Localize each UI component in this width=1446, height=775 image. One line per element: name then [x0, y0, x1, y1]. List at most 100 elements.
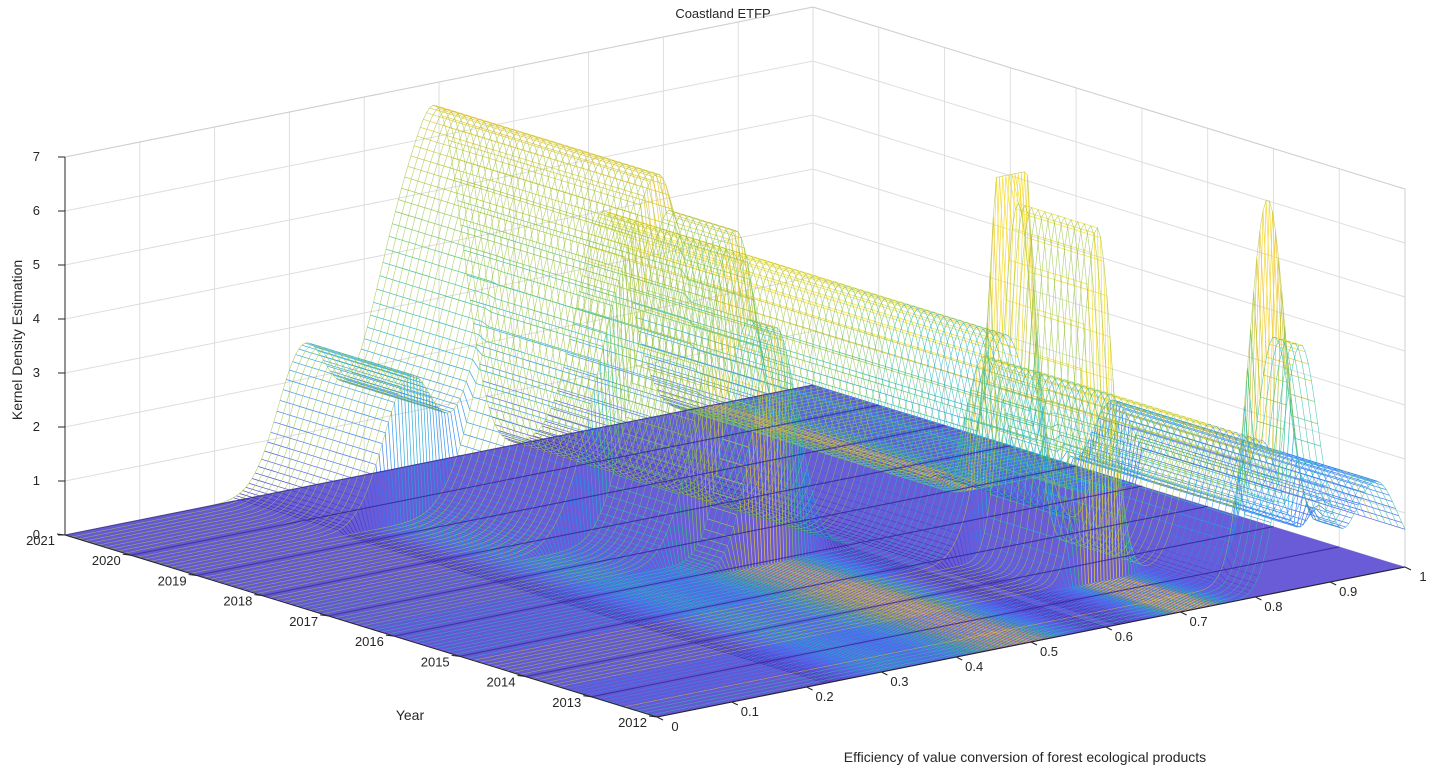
surface-year-curve	[170, 137, 919, 568]
surface-year-curve	[380, 307, 1129, 633]
surface-year-curve	[229, 155, 978, 586]
surface-year-curve	[91, 113, 840, 544]
surface-year-curve	[624, 200, 1373, 708]
surface-year-curve	[406, 315, 1156, 641]
x-tick-mark	[1255, 596, 1262, 601]
surface-year-curve	[505, 210, 1254, 671]
x-tick-label: 0.6	[1115, 629, 1133, 644]
x-tick-label: 0.9	[1339, 584, 1357, 599]
year-band	[328, 465, 1077, 617]
surface-year-curve	[446, 327, 1195, 653]
year-band	[591, 546, 1340, 698]
x-tick-label: 0.1	[741, 704, 759, 719]
year-tick-label: 2013	[552, 695, 581, 710]
surface-year-curve	[413, 317, 1162, 643]
surface-year-curve	[400, 313, 1149, 639]
surface-year-curve	[453, 329, 1202, 655]
surface-year-curve	[630, 336, 1379, 710]
x-axis-label: Efficiency of value conversion of forest…	[844, 749, 1206, 765]
surface-year-curve	[295, 209, 1044, 607]
surface-year-curve	[97, 115, 846, 546]
x-tick-label: 0.7	[1190, 614, 1208, 629]
surface-year-curve	[242, 159, 991, 590]
z-tick-label: 1	[33, 473, 40, 488]
year-band	[196, 424, 945, 576]
surface-year-curve	[485, 204, 1235, 665]
grid-line-z	[64, 114, 1406, 298]
surface-year-curve	[492, 206, 1241, 667]
year-band	[525, 526, 1274, 678]
ticks-layer: 00.10.20.30.40.50.60.70.80.9120122013201…	[26, 149, 1427, 734]
grid-line-z	[64, 276, 1406, 460]
x-axis-line	[656, 566, 1406, 718]
year-axis-line	[64, 534, 658, 718]
surface-year-curve	[387, 309, 1136, 635]
year-tick-label: 2018	[223, 594, 252, 609]
surface-year-curve	[466, 333, 1215, 659]
surface-year-curve	[347, 225, 1096, 623]
surface-year-curve	[472, 171, 1222, 661]
x-tick-label: 0.3	[890, 674, 908, 689]
year-tick-label: 2012	[618, 715, 647, 730]
surface-year-curve	[643, 340, 1393, 714]
surface-year-curve	[117, 121, 866, 552]
surface-year-curve	[301, 211, 1050, 609]
year-tick-label: 2021	[26, 533, 55, 548]
surface-year-curve	[584, 430, 1333, 696]
surface-year-curve	[282, 171, 1031, 602]
year-tick-label: 2016	[355, 634, 384, 649]
surface-year-curve	[104, 117, 853, 548]
surface-year-curve	[341, 223, 1090, 621]
x-tick-mark	[1404, 566, 1412, 571]
surface-year-curve	[499, 208, 1248, 669]
surface-year-curve	[558, 227, 1307, 687]
year-band	[262, 445, 1011, 597]
surface-layer	[64, 105, 1406, 718]
year-tick-label: 2017	[289, 614, 318, 629]
surface-year-curve	[216, 151, 965, 582]
surface-year-curve	[163, 135, 912, 566]
year-band	[130, 404, 879, 556]
surface-year-curve	[531, 219, 1281, 679]
surface-year-curve	[604, 436, 1353, 702]
surface-year-curve	[157, 133, 906, 564]
surface-year-curve	[78, 109, 827, 540]
year-tick-label: 2015	[421, 654, 450, 669]
year-band	[64, 384, 814, 536]
surface-year-curve	[275, 169, 1024, 600]
x-tick-label: 1	[1419, 569, 1426, 584]
x-tick-mark	[881, 671, 888, 676]
y-axis-label: Year	[396, 707, 425, 723]
surface-year-curve	[71, 107, 820, 538]
surface-year-curve	[617, 440, 1366, 706]
surface-year-curve	[314, 215, 1064, 613]
x-tick-label: 0.5	[1040, 644, 1058, 659]
surface-year-curve	[367, 303, 1116, 629]
x-tick-mark	[1329, 581, 1337, 586]
grid-line-z	[64, 60, 1406, 244]
z-axis-label: Kernel Density Estimation	[9, 260, 25, 420]
z-tick-label: 3	[33, 365, 40, 380]
surface-year-curve	[249, 161, 998, 592]
x-tick-label: 0.8	[1264, 599, 1282, 614]
surface-year-curve	[433, 323, 1182, 649]
surface-year-curve	[176, 139, 925, 570]
surface-year-curve	[610, 438, 1360, 704]
year-tick-label: 2020	[92, 553, 121, 568]
x-tick-mark	[656, 716, 664, 721]
surface-year-curve	[518, 214, 1268, 675]
surface-year-curve	[222, 153, 971, 584]
surface-year-curve	[235, 157, 985, 588]
year-tick-label: 2019	[158, 573, 187, 588]
year-tick-label: 2014	[487, 675, 516, 690]
surface-year-curve	[137, 127, 886, 558]
chart-title: Coastland ETFP	[675, 6, 770, 21]
surface-year-curve	[479, 202, 1228, 663]
surface-year-curve	[360, 230, 1110, 627]
z-tick-label: 7	[33, 149, 40, 164]
surface-year-curve	[650, 342, 1399, 716]
surface-year-curve	[84, 111, 833, 542]
surface-year-curve	[551, 225, 1301, 685]
surface-year-curve	[578, 428, 1327, 693]
